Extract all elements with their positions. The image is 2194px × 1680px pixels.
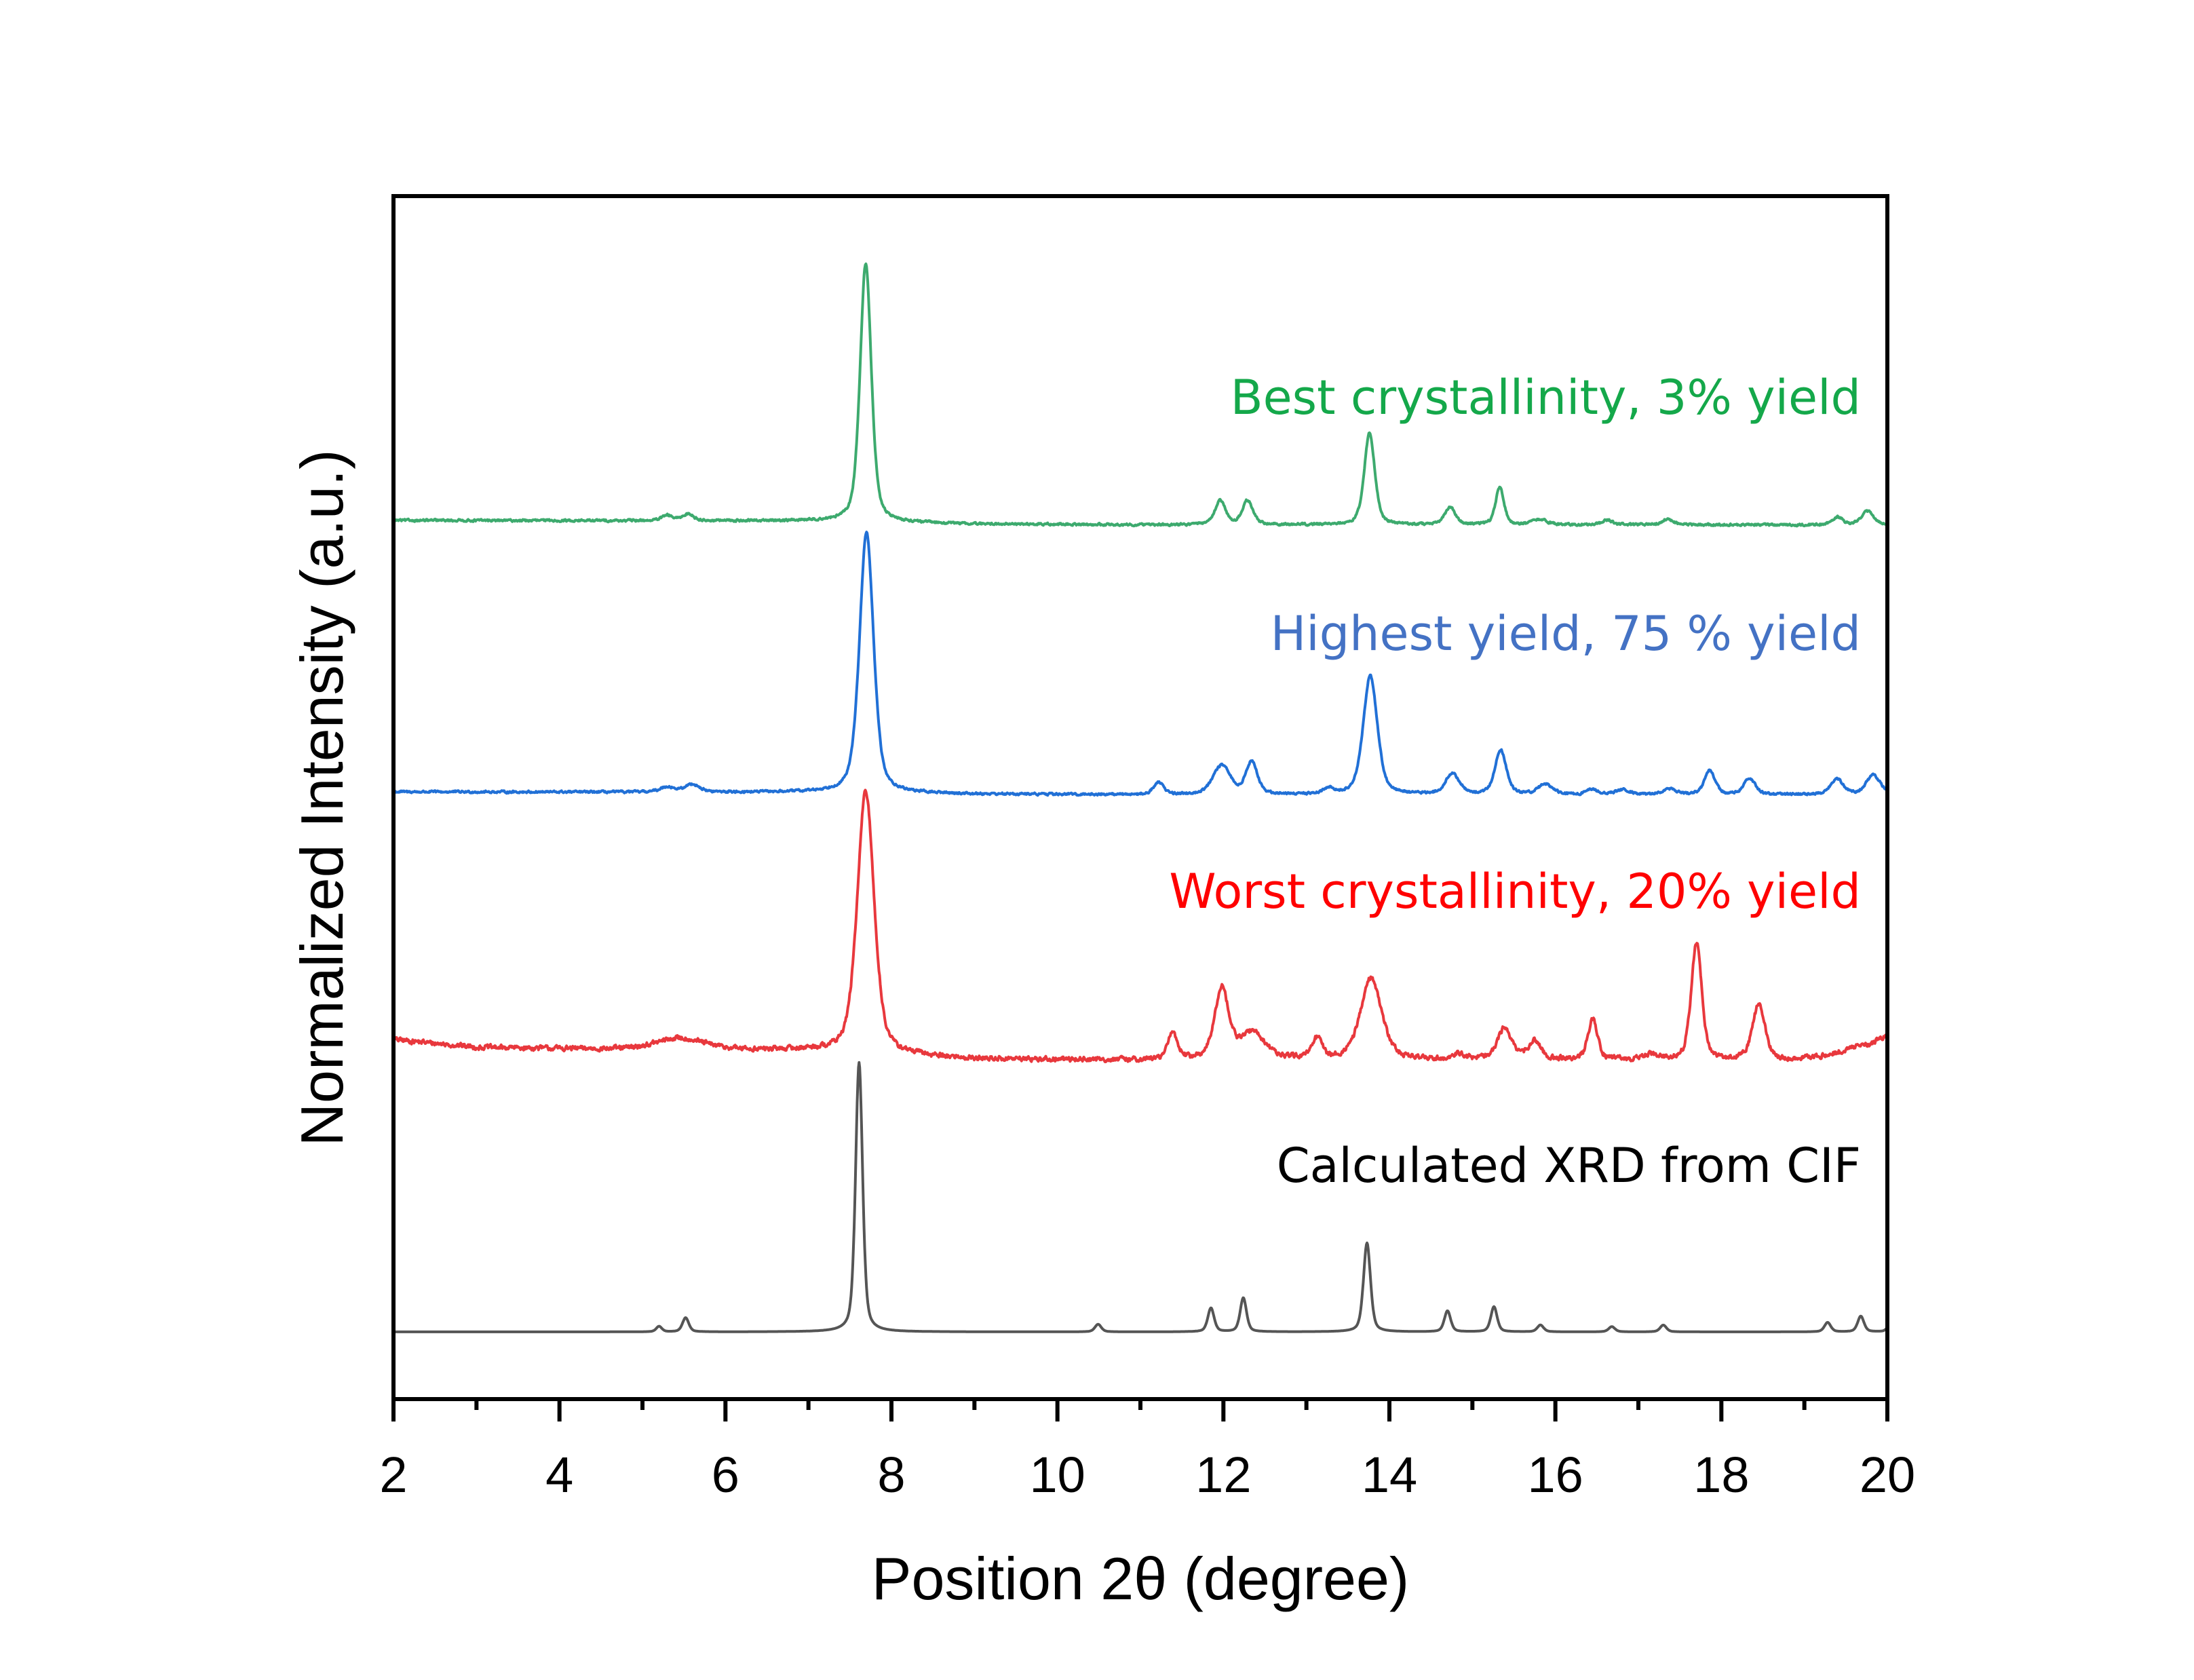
trace-highest-yield-75-yield xyxy=(392,531,1889,797)
x-tick-label: 12 xyxy=(1195,1447,1251,1503)
x-tick-label: 2 xyxy=(379,1447,407,1503)
x-tick-label: 20 xyxy=(1860,1447,1915,1503)
trace-worst-crystallinity-20-yield xyxy=(392,788,1889,1063)
y-axis-title: Normalized Intensity (a.u.) xyxy=(288,449,355,1146)
x-axis-ticks xyxy=(391,1399,1889,1421)
x-tick-label: 4 xyxy=(545,1447,573,1503)
traces-group xyxy=(392,262,1889,1333)
x-tick-label: 10 xyxy=(1030,1447,1085,1503)
x-tick-label: 18 xyxy=(1693,1447,1749,1503)
trace-best-crystallinity-3-yield xyxy=(392,262,1889,528)
series-label-best-crystallinity: Best crystallinity, 3% yield xyxy=(1231,370,1861,425)
x-tick-label: 16 xyxy=(1528,1447,1583,1503)
series-label-worst-crystallinity: Worst crystallinity, 20% yield xyxy=(1169,864,1861,919)
x-tick-label: 8 xyxy=(877,1447,905,1503)
series-label-calculated-xrd: Calculated XRD from CIF xyxy=(1277,1138,1861,1194)
x-axis-tick-labels: 2 4 6 8 10 12 14 16 18 20 xyxy=(379,1447,1915,1503)
x-tick-label: 14 xyxy=(1362,1447,1417,1503)
series-label-highest-yield: Highest yield, 75 % yield xyxy=(1271,606,1861,662)
trace-calculated-xrd-from-cif xyxy=(392,1061,1889,1333)
x-tick-label: 6 xyxy=(712,1447,739,1503)
x-axis-title: Position 2θ (degree) xyxy=(872,1545,1409,1612)
